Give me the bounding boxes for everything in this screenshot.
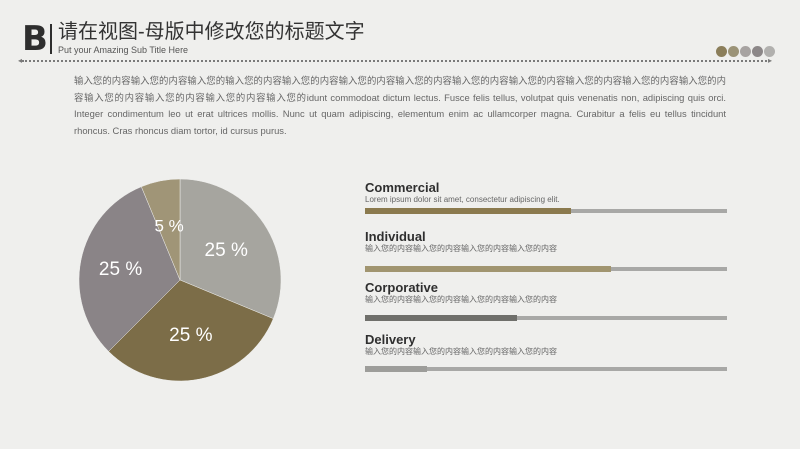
progress-track [365, 208, 727, 214]
item-corporative: Corporative 输入您的内容输入您的内容输入您的内容输入您的内容 [365, 280, 727, 321]
pie-chart: 25 % 25 % 25 % 5 % [78, 178, 282, 382]
progress-fill [365, 366, 427, 372]
item-individual: Individual 输入您的内容输入您的内容输入您的内容输入您的内容 [365, 229, 727, 272]
dot-3 [740, 46, 751, 57]
dot-5 [764, 46, 775, 57]
progress-track [365, 315, 727, 321]
item-title[interactable]: Commercial [365, 180, 440, 195]
page-subtitle[interactable]: Put your Amazing Sub Title Here [58, 45, 189, 55]
item-delivery: Delivery 输入您的内容输入您的内容输入您的内容输入您的内容 [365, 332, 727, 372]
pie-slice [78, 186, 181, 352]
pie-slice-label: 25 % [169, 325, 212, 346]
item-description[interactable]: Lorem ipsum dolor sit amet, consectetur … [365, 195, 560, 204]
progress-fill [365, 208, 572, 214]
progress-fill [365, 266, 612, 272]
decorative-dots [716, 46, 775, 57]
progress-track [365, 366, 727, 372]
pie-slice [179, 178, 282, 319]
item-description[interactable]: 输入您的内容输入您的内容输入您的内容输入您的内容 [365, 295, 557, 304]
pie-slice [141, 178, 181, 281]
progress-fill [365, 315, 518, 321]
divider-arrow-right-icon: ▸ [768, 56, 773, 65]
title-separator [50, 24, 52, 54]
item-commercial: Commercial Lorem ipsum dolor sit amet, c… [365, 180, 727, 214]
intro-paragraph[interactable]: 输入您的内容输入您的内容输入您的输入您的内容输入您的内容输入您的内容输入您的内容… [74, 75, 726, 136]
pie-slice-label: 5 % [155, 216, 184, 235]
page-title[interactable]: 请在视图-母版中修改您的标题文字 [58, 21, 365, 43]
item-description[interactable]: 输入您的内容输入您的内容输入您的内容输入您的内容 [365, 347, 557, 356]
header-divider [22, 60, 770, 62]
progress-track [365, 266, 727, 272]
divider-arrow-left-icon: ◂ [18, 56, 23, 65]
item-title[interactable]: Corporative [365, 280, 438, 295]
dot-4 [752, 46, 763, 57]
pie-slice-label: 25 % [205, 240, 248, 261]
dot-1 [716, 46, 727, 57]
dot-2 [728, 46, 739, 57]
logo-letter: B [22, 19, 48, 59]
item-description[interactable]: 输入您的内容输入您的内容输入您的内容输入您的内容 [365, 244, 557, 253]
pie-slice [108, 279, 274, 382]
item-title[interactable]: Delivery [365, 332, 416, 347]
pie-slice-label: 25 % [99, 259, 142, 280]
item-title[interactable]: Individual [365, 229, 426, 244]
